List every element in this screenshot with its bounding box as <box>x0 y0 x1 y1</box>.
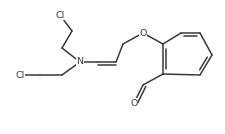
Text: O: O <box>130 98 137 107</box>
Text: Cl: Cl <box>55 10 64 20</box>
Text: N: N <box>76 57 83 66</box>
Text: O: O <box>139 29 146 38</box>
Text: Cl: Cl <box>15 70 25 79</box>
